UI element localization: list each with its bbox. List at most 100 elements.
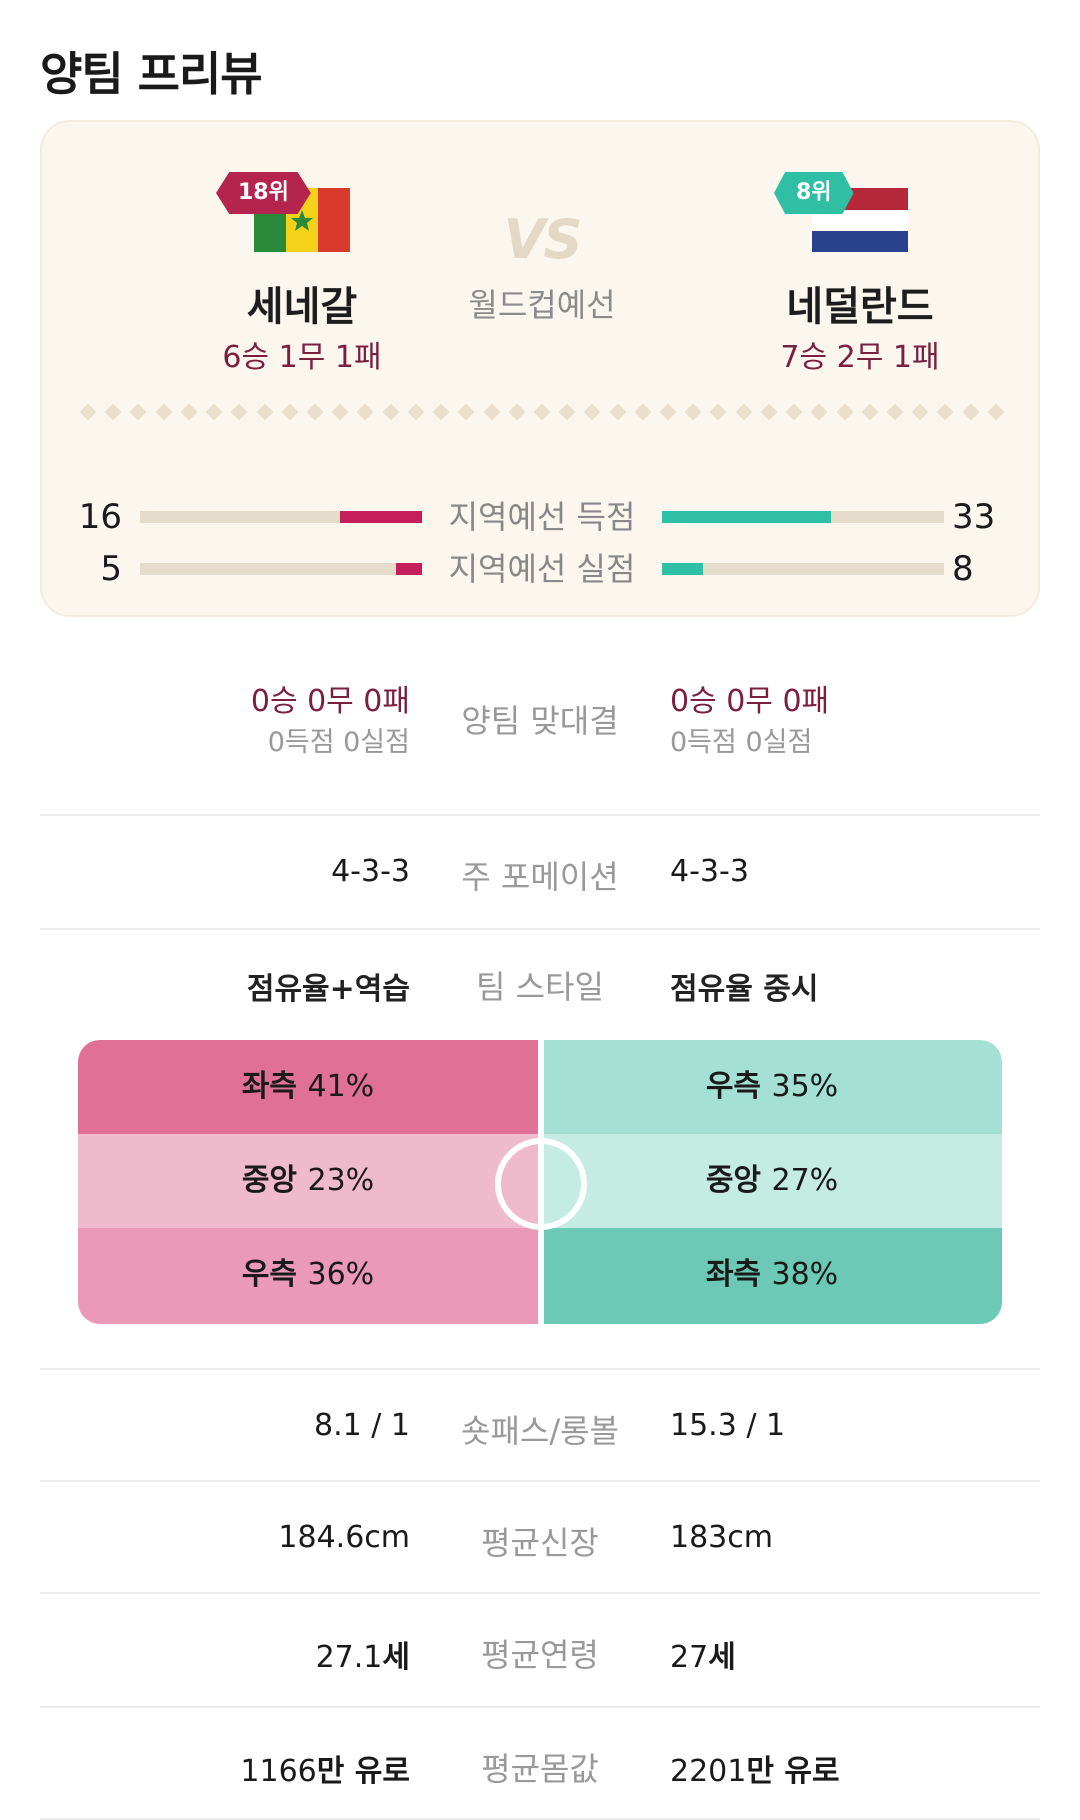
zone-pct: 38% — [771, 1257, 839, 1292]
divider-diamond — [382, 403, 400, 421]
divider-diamond — [180, 403, 198, 421]
zone-left-2: 우측 36% — [78, 1228, 538, 1324]
age-left: 27.1세 — [316, 1632, 410, 1676]
shortlong-label: 숏패스/롱볼 — [461, 1412, 619, 1450]
zone-name: 우측 — [241, 1257, 298, 1292]
row-head-to-head: 0승 0무 0패 0득점 0실점 양팀 맞대결 0승 0무 0패 0득점 0실점 — [40, 660, 1040, 816]
stat-label: 지역예선 득점 — [448, 498, 636, 536]
zone-pct: 35% — [771, 1069, 839, 1104]
divider-diamond — [709, 403, 727, 421]
divider-diamond — [457, 403, 475, 421]
style-left: 점유율+역습 — [246, 972, 410, 1007]
formation-right: 4-3-3 — [670, 854, 749, 889]
stat-bar-fill — [396, 563, 422, 575]
match-card: 18위 세네갈 6승 1무 1패 VS 월드컵예선 8위 네덜란드 7승 2무 … — [40, 120, 1040, 617]
stat-left-value: 16 — [78, 497, 122, 537]
age-left-number: 27.1 — [315, 1640, 383, 1675]
page-title: 양팀 프리뷰 — [40, 47, 263, 101]
divider-diamond — [886, 403, 904, 421]
zone-name: 우측 — [705, 1069, 762, 1104]
formation-left: 4-3-3 — [331, 854, 410, 889]
shortlong-left: 8.1 / 1 — [314, 1408, 410, 1443]
stat-left-value: 5 — [100, 549, 122, 589]
zone-name: 중앙 — [705, 1163, 762, 1198]
zone-name: 좌측 — [705, 1257, 762, 1292]
stat-row-goals: 16 지역예선 득점 33 — [42, 492, 1042, 542]
style-right: 점유율 중시 — [670, 972, 819, 1007]
formation-label: 주 포메이션 — [461, 858, 619, 896]
divider-diamond — [306, 403, 324, 421]
style-label: 팀 스타일 — [476, 968, 604, 1006]
divider-diamond — [760, 403, 778, 421]
value-left-number: 1166 — [240, 1754, 317, 1789]
value-label: 평균몸값 — [481, 1750, 599, 1788]
h2h-left-record: 0승 0무 0패 — [250, 684, 410, 719]
divider-diamond — [936, 403, 954, 421]
divider-diamond — [281, 403, 299, 421]
divider-diamond — [483, 403, 500, 421]
value-right: 2201만 유로 — [670, 1746, 840, 1790]
zone-pct: 41% — [307, 1069, 375, 1104]
height-left: 184.6cm — [278, 1520, 410, 1555]
age-left-unit: 세 — [382, 1640, 410, 1675]
zone-pct: 36% — [307, 1257, 375, 1292]
stat-bar-left — [140, 511, 422, 523]
stat-right-value: 8 — [952, 549, 974, 589]
center-circle — [495, 1138, 587, 1230]
zone-left-0: 좌측 41% — [78, 1040, 538, 1134]
team-name: 네덜란드 — [786, 284, 934, 330]
divider — [79, 403, 1005, 422]
competition-label: 월드컵예선 — [468, 286, 616, 324]
divider-diamond — [684, 403, 702, 421]
zone-right-0: 우측 35% — [542, 1040, 1002, 1134]
value-right-unit: 만 유로 — [746, 1754, 840, 1789]
divider-diamond — [79, 403, 97, 421]
divider-diamond — [911, 403, 929, 421]
divider-diamond — [836, 403, 854, 421]
divider-diamond — [659, 403, 677, 421]
divider-diamond — [129, 403, 147, 421]
zone-name: 중앙 — [241, 1163, 298, 1198]
zone-name: 좌측 — [241, 1069, 298, 1104]
divider-diamond — [256, 403, 274, 421]
vs-label: VS — [503, 208, 583, 271]
row-formation: 4-3-3 주 포메이션 4-3-3 — [40, 816, 1040, 930]
team-name: 세네갈 — [246, 284, 358, 330]
stat-bar-fill — [662, 563, 704, 575]
divider-diamond — [558, 403, 576, 421]
age-right-unit: 세 — [708, 1640, 736, 1675]
divider-diamond — [861, 403, 879, 421]
value-left: 1166만 유로 — [240, 1746, 410, 1790]
divider-diamond — [987, 403, 1005, 421]
zone-pct: 23% — [307, 1163, 375, 1198]
divider-diamond — [230, 403, 248, 421]
row-team-style: 점유율+역습 팀 스타일 점유율 중시 — [40, 930, 1040, 1030]
stat-bar-right — [662, 511, 944, 523]
stat-bar-left — [140, 563, 422, 575]
h2h-label: 양팀 맞대결 — [461, 702, 619, 740]
stat-bar-right — [662, 563, 944, 575]
age-right-number: 27 — [670, 1640, 709, 1675]
divider-diamond — [609, 403, 627, 421]
h2h-left-goals: 0득점 0실점 — [267, 727, 410, 758]
stat-bar-fill — [339, 511, 422, 523]
row-short-long: 8.1 / 1 숏패스/롱볼 15.3 / 1 — [40, 1368, 1040, 1482]
stat-row-conceded: 5 지역예선 실점 8 — [42, 544, 1042, 594]
age-right: 27세 — [670, 1632, 736, 1676]
divider-diamond — [735, 403, 753, 421]
row-avg-height: 184.6cm 평균신장 183cm — [40, 1482, 1040, 1594]
divider-diamond — [785, 403, 803, 421]
divider-diamond — [810, 403, 828, 421]
stat-label: 지역예선 실점 — [448, 550, 636, 588]
rank-badge: 18위 — [216, 172, 311, 214]
shortlong-right: 15.3 / 1 — [670, 1408, 786, 1443]
stat-bar-fill — [662, 511, 832, 523]
divider-diamond — [155, 403, 173, 421]
divider-diamond — [407, 403, 425, 421]
stat-right-value: 33 — [952, 497, 996, 537]
row-avg-value: 1166만 유로 평균몸값 2201만 유로 — [40, 1708, 1040, 1820]
height-right: 183cm — [670, 1520, 773, 1555]
divider-diamond — [583, 403, 601, 421]
value-left-unit: 만 유로 — [316, 1754, 410, 1789]
row-avg-age: 27.1세 평균연령 27세 — [40, 1594, 1040, 1708]
